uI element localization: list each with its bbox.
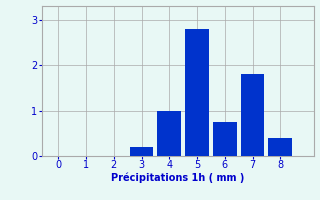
Bar	[241, 74, 264, 156]
Bar	[268, 138, 292, 156]
Bar	[213, 122, 236, 156]
Bar	[157, 111, 181, 156]
Bar	[130, 147, 153, 156]
X-axis label: Précipitations 1h ( mm ): Précipitations 1h ( mm )	[111, 173, 244, 183]
Bar	[185, 29, 209, 156]
